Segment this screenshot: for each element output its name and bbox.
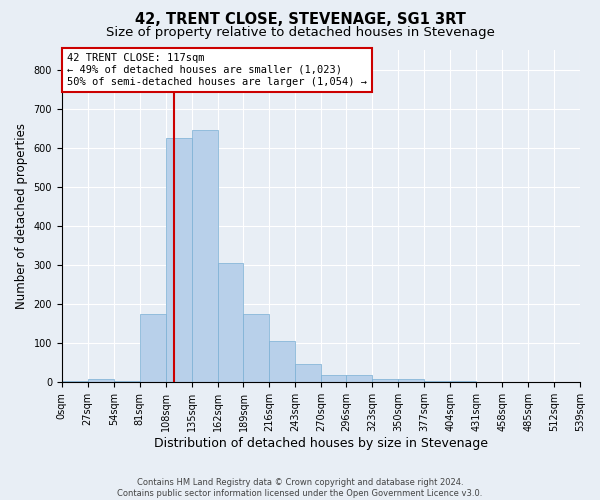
X-axis label: Distribution of detached houses by size in Stevenage: Distribution of detached houses by size … bbox=[154, 437, 488, 450]
Bar bbox=[346, 374, 373, 382]
Bar bbox=[244, 314, 269, 382]
Y-axis label: Number of detached properties: Number of detached properties bbox=[15, 123, 28, 309]
Text: 42 TRENT CLOSE: 117sqm
← 49% of detached houses are smaller (1,023)
50% of semi-: 42 TRENT CLOSE: 117sqm ← 49% of detached… bbox=[67, 54, 367, 86]
Text: Contains HM Land Registry data © Crown copyright and database right 2024.
Contai: Contains HM Land Registry data © Crown c… bbox=[118, 478, 482, 498]
Bar bbox=[218, 263, 244, 382]
Bar bbox=[269, 342, 295, 382]
Text: Size of property relative to detached houses in Stevenage: Size of property relative to detached ho… bbox=[106, 26, 494, 39]
Bar bbox=[373, 379, 398, 382]
Bar bbox=[424, 381, 450, 382]
Bar bbox=[322, 374, 346, 382]
Bar bbox=[113, 381, 140, 382]
Bar bbox=[62, 381, 88, 382]
Bar bbox=[166, 138, 191, 382]
Bar bbox=[295, 364, 322, 382]
Bar bbox=[191, 130, 218, 382]
Bar bbox=[450, 381, 476, 382]
Bar bbox=[398, 379, 424, 382]
Text: 42, TRENT CLOSE, STEVENAGE, SG1 3RT: 42, TRENT CLOSE, STEVENAGE, SG1 3RT bbox=[134, 12, 466, 28]
Bar bbox=[140, 314, 166, 382]
Bar bbox=[88, 379, 113, 382]
